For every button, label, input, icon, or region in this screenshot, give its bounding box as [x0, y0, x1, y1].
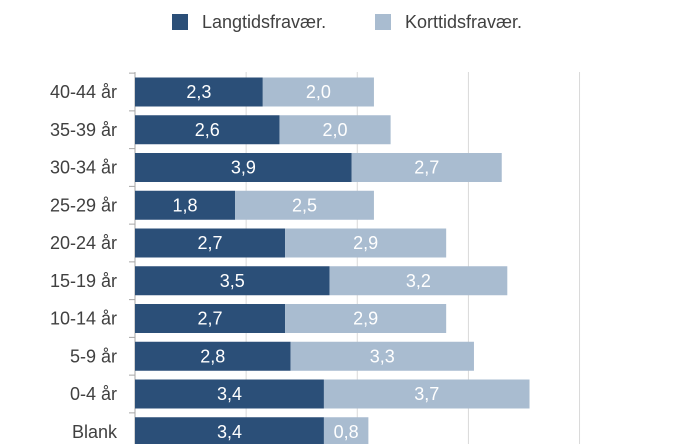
- value-label: 1,8: [172, 195, 197, 215]
- bar-segment: [262, 77, 374, 107]
- value-label: 3,5: [220, 271, 245, 291]
- legend-swatch: [172, 14, 188, 30]
- value-label: 2,7: [197, 309, 222, 329]
- y-tick-label: 20-24 år: [50, 233, 117, 253]
- value-label: 3,4: [217, 422, 242, 442]
- legend-swatch: [375, 14, 391, 30]
- legend-label: Korttidsfravær.: [405, 12, 522, 32]
- bar-segment: [323, 417, 369, 444]
- value-label: 2,9: [353, 233, 378, 253]
- y-tick-label: 25-29 år: [50, 195, 117, 215]
- bar-segment: [135, 417, 324, 444]
- value-label: 2,0: [323, 120, 348, 140]
- bar-segment: [135, 77, 263, 107]
- bar-segment: [329, 266, 508, 296]
- y-tick-label: 35-39 år: [50, 120, 117, 140]
- y-tick-label: 10-14 år: [50, 309, 117, 329]
- bar-segment: [135, 379, 324, 409]
- y-tick-label: 15-19 år: [50, 271, 117, 291]
- value-label: 2,7: [414, 158, 439, 178]
- value-label: 3,4: [217, 384, 242, 404]
- value-label: 2,5: [292, 195, 317, 215]
- bar-segment: [135, 304, 286, 333]
- value-label: 2,8: [200, 346, 225, 366]
- value-label: 2,0: [306, 82, 331, 102]
- y-tick-label: 0-4 år: [70, 384, 117, 404]
- legend-label: Langtidsfravær.: [202, 12, 326, 32]
- bar-segment: [323, 379, 530, 409]
- bar-segment: [235, 190, 374, 220]
- value-label: 2,9: [353, 309, 378, 329]
- bar-segment: [290, 341, 474, 371]
- value-label: 2,7: [197, 233, 222, 253]
- value-label: 3,3: [370, 346, 395, 366]
- value-label: 3,7: [414, 384, 439, 404]
- value-label: 3,9: [231, 158, 256, 178]
- y-tick-label: 5-9 år: [70, 346, 117, 366]
- value-label: 0,8: [334, 422, 359, 442]
- y-tick-label: Blank: [72, 422, 118, 442]
- value-label: 2,3: [186, 82, 211, 102]
- y-tick-label: 40-44 år: [50, 82, 117, 102]
- bar-segment: [279, 115, 391, 145]
- bar-segment: [285, 304, 447, 333]
- bar-segment: [135, 190, 236, 220]
- bar-segment: [135, 228, 286, 258]
- bar-segment: [135, 341, 291, 371]
- bar-segment: [135, 115, 280, 145]
- bar-segment: [285, 228, 447, 258]
- value-label: 2,6: [195, 120, 220, 140]
- value-label: 3,2: [406, 271, 431, 291]
- bar-segment: [135, 266, 330, 296]
- y-tick-label: 30-34 år: [50, 158, 117, 178]
- bar-segment: [351, 153, 502, 182]
- bar-segment: [135, 153, 352, 182]
